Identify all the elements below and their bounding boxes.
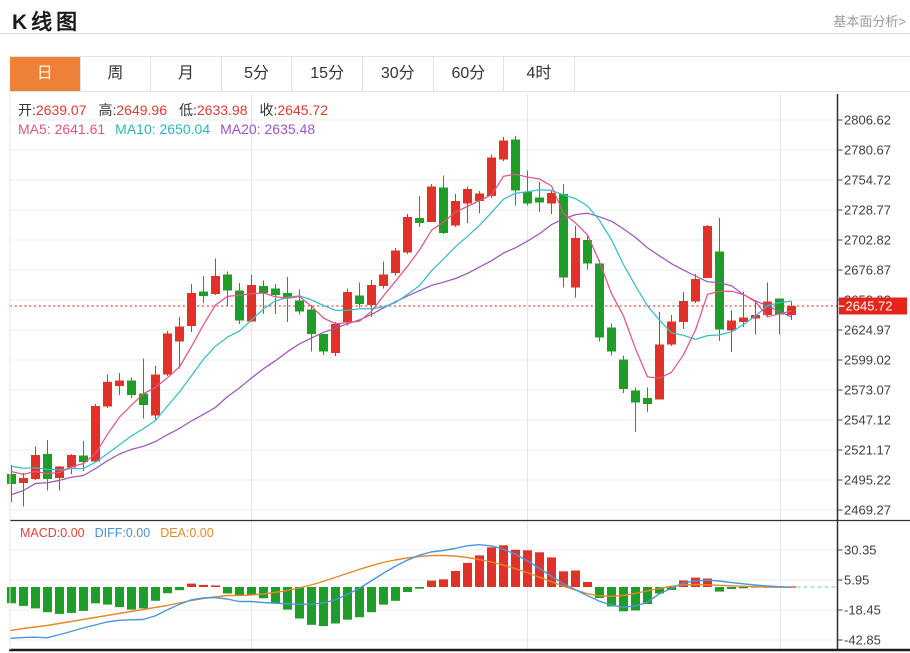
svg-text:2780.67: 2780.67 [844,143,891,158]
svg-text:2702.82: 2702.82 [844,233,891,248]
svg-text:2573.07: 2573.07 [844,383,891,398]
svg-text:2521.17: 2521.17 [844,443,891,458]
svg-text:2728.77: 2728.77 [844,203,891,218]
svg-text:2469.27: 2469.27 [844,503,891,518]
svg-text:-18.45: -18.45 [844,603,881,618]
svg-text:2624.97: 2624.97 [844,323,891,338]
svg-text:2754.72: 2754.72 [844,173,891,188]
svg-text:5.95: 5.95 [844,573,869,588]
svg-text:2495.22: 2495.22 [844,473,891,488]
svg-text:2645.72: 2645.72 [846,299,893,314]
svg-text:2547.12: 2547.12 [844,413,891,428]
svg-text:30.35: 30.35 [844,543,877,558]
svg-text:-42.85: -42.85 [844,633,881,648]
svg-text:2599.02: 2599.02 [844,353,891,368]
svg-text:2806.62: 2806.62 [844,113,891,128]
svg-text:2676.87: 2676.87 [844,263,891,278]
